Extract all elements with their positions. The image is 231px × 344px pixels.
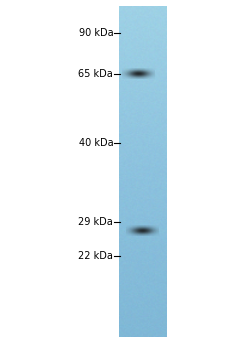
Text: 40 kDa: 40 kDa (79, 138, 113, 148)
Text: 22 kDa: 22 kDa (78, 251, 113, 261)
Text: 65 kDa: 65 kDa (79, 69, 113, 79)
Text: 90 kDa: 90 kDa (79, 28, 113, 38)
Text: 29 kDa: 29 kDa (79, 217, 113, 227)
